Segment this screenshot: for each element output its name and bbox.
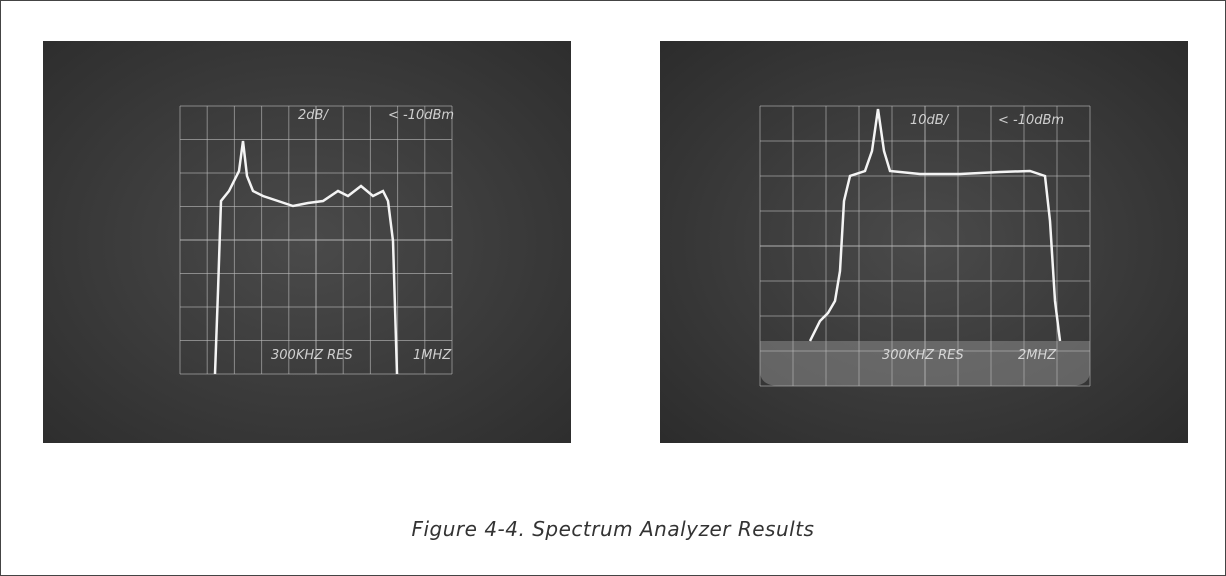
reference-label: < -10dBm — [388, 108, 454, 123]
resolution-label: 300KHZ RES — [271, 348, 353, 363]
spectrum-photo: 2dB/ < -10dBm 300KHZ RES 1MHZ — [43, 41, 571, 443]
resolution-label: 300KHZ RES — [882, 348, 964, 363]
scale-label: 2dB/ — [298, 108, 329, 123]
trace — [213, 140, 399, 375]
trace — [808, 108, 1062, 342]
span-label: 1MHZ — [413, 348, 452, 363]
reference-label: < -10dBm — [998, 113, 1064, 128]
photo-background — [43, 41, 571, 443]
span-label: 2MHZ — [1018, 348, 1057, 363]
scale-label: 10dB/ — [910, 113, 950, 128]
figure-caption: Figure 4-4. Spectrum Analyzer Results — [411, 517, 815, 541]
graticule — [179, 105, 453, 375]
spectrum-photo: 10dB/ < -10dBm 300KHZ RES 2MHZ — [660, 41, 1188, 443]
graticule — [759, 105, 1091, 387]
